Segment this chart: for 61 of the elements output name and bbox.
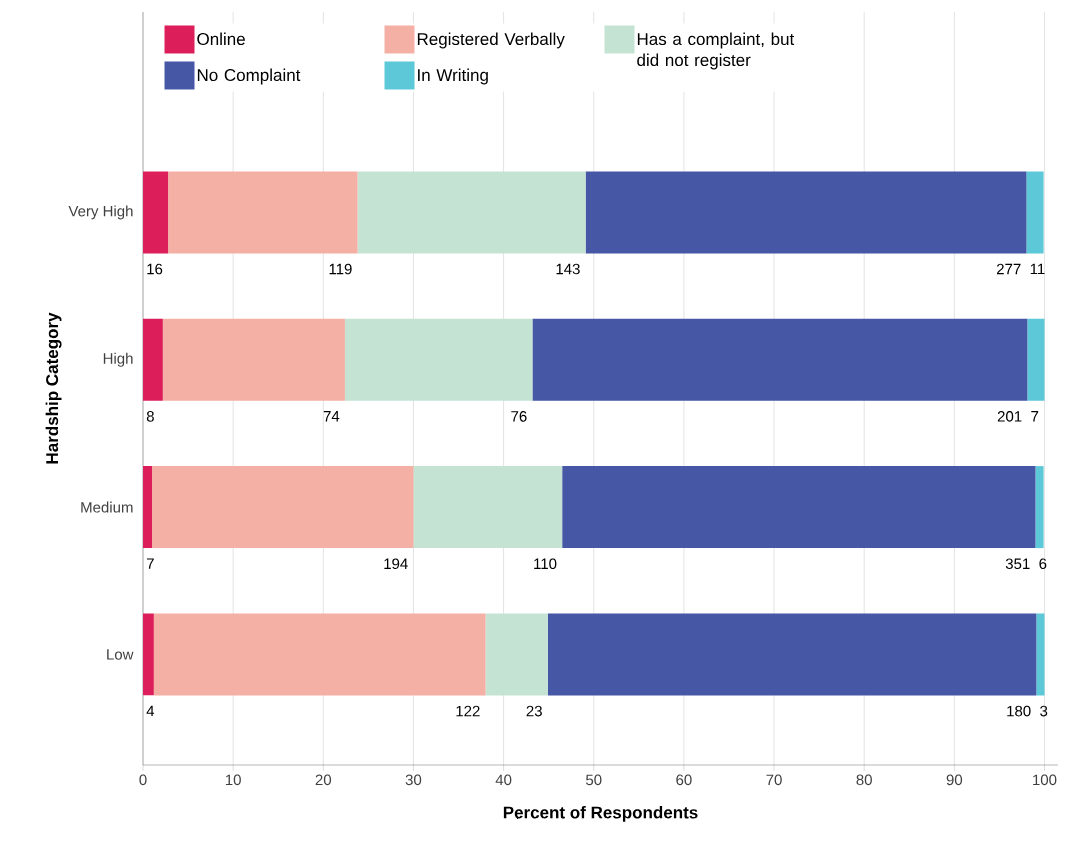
annotation: 277: [996, 263, 1021, 275]
y-axis-title: Hardship Category: [45, 312, 62, 464]
x-tick-label: 0: [139, 774, 147, 786]
annotation: 110: [534, 558, 557, 570]
annotation: 8: [146, 411, 154, 422]
annotation: 143: [556, 263, 580, 275]
bar: [1035, 466, 1044, 549]
bar: [357, 171, 586, 254]
annotation: 23: [526, 705, 542, 717]
bar: [1036, 613, 1045, 696]
annotation: 3: [1040, 705, 1048, 717]
bar: [162, 318, 345, 401]
bar: [1027, 318, 1045, 401]
bar: [153, 613, 486, 696]
bar: [143, 318, 163, 401]
bar: [413, 466, 563, 549]
legend-label: Registered Verbally: [417, 32, 565, 49]
x-tick-label: 80: [856, 774, 872, 786]
x-tick-label: 70: [766, 774, 782, 786]
y-tick-label: High: [103, 352, 133, 367]
y-tick-label: Very High: [68, 205, 133, 220]
annotation: 11: [1030, 263, 1045, 275]
y-tick-label: Medium: [81, 501, 133, 513]
annotation: 16: [147, 263, 163, 275]
annotation: 76: [511, 411, 527, 422]
annotation: 201: [997, 411, 1022, 422]
x-tick-label: 30: [405, 774, 422, 786]
x-tick-label: 60: [676, 774, 692, 786]
bar: [168, 171, 358, 254]
bar: [485, 613, 548, 696]
legend-label: In Writing: [418, 68, 488, 85]
annotation: 194: [384, 558, 408, 570]
legend-label: No Complaint: [197, 68, 301, 85]
annotation: 351: [1005, 558, 1030, 570]
x-tick-label: 40: [495, 774, 512, 786]
annotation: 6: [1039, 558, 1047, 570]
bar: [143, 613, 154, 696]
x-tick-label: 100: [1033, 774, 1057, 786]
annotation: 122: [456, 705, 480, 717]
x-tick-label: 90: [946, 774, 963, 786]
bar: [532, 318, 1028, 401]
bar: [562, 466, 1036, 549]
bar: [1026, 171, 1044, 254]
bar: [152, 466, 414, 549]
x-tick-label: 10: [225, 774, 241, 786]
annotation: 7: [146, 558, 154, 569]
annotation: 4: [146, 705, 155, 717]
bar: [547, 613, 1037, 696]
x-tick-label: 50: [585, 774, 602, 786]
bar: [344, 318, 533, 401]
y-tick-label: Low: [107, 649, 134, 660]
annotation: 74: [323, 411, 340, 422]
x-tick-label: 20: [315, 774, 332, 786]
legend-label: Online: [197, 32, 245, 46]
annotation: 7: [1031, 411, 1039, 422]
legend-label: Has a complaint, but did not register: [637, 32, 795, 70]
bar: [143, 171, 169, 254]
x-axis-title: Percent of Respondents: [503, 806, 698, 822]
bar: [585, 171, 1027, 254]
annotation: 119: [329, 263, 352, 275]
annotation: 180: [1007, 705, 1031, 717]
